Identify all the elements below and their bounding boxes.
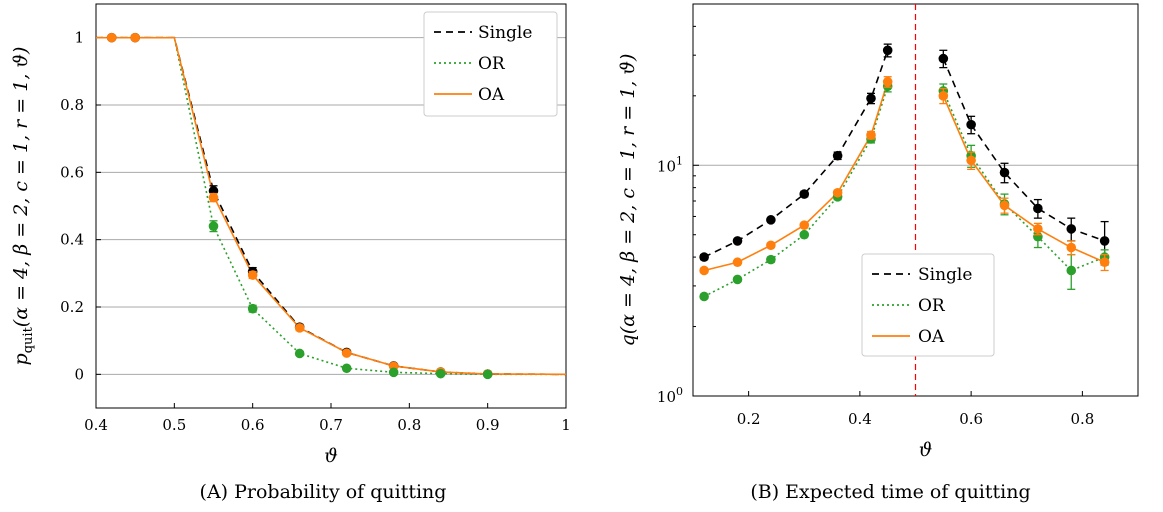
- point-oa: [866, 130, 876, 141]
- point-or: [732, 274, 743, 285]
- ytick-exponent: 0: [676, 385, 683, 398]
- legend-label-single: Single: [918, 265, 972, 285]
- point-single: [766, 215, 776, 225]
- xtick-label-a: 0.5: [162, 416, 186, 434]
- point-or: [388, 367, 399, 378]
- point-single: [732, 236, 743, 246]
- point-single: [1033, 203, 1043, 214]
- point-oa: [130, 32, 140, 43]
- point-oa: [247, 270, 258, 280]
- point-or: [799, 229, 810, 240]
- series-lines-a: [96, 36, 566, 376]
- ytick-label-a: 0.8: [60, 96, 84, 114]
- xlabel-a: ϑ: [324, 445, 338, 467]
- point-oa: [106, 32, 117, 43]
- point-or: [294, 348, 305, 359]
- ytick-label-a: 0.4: [60, 231, 84, 249]
- point-oa: [1033, 224, 1043, 234]
- xtick-label-a: 0.9: [476, 416, 500, 434]
- ylabel-a-main: p: [10, 353, 32, 365]
- point-oa: [966, 155, 976, 166]
- xlabel-b: ϑ: [919, 439, 933, 461]
- point-single: [799, 189, 810, 199]
- ylabel-b: q(α = 4, β = 2, c = 1, r = 1, ϑ): [617, 54, 639, 347]
- point-single: [699, 252, 709, 262]
- xtick-label-b: 0.6: [959, 410, 983, 428]
- caption-b: (B) Expected time of quitting: [750, 481, 1030, 503]
- xtick-label-a: 1: [561, 416, 571, 434]
- point-oa: [294, 323, 305, 333]
- legend-b: [861, 253, 995, 357]
- ylabel-a-rest: (α = 4, β = 2, c = 1, r = 1, ϑ): [10, 47, 32, 328]
- point-single: [938, 53, 949, 64]
- point-or: [482, 369, 493, 380]
- point-or: [1066, 265, 1077, 276]
- point-single: [1099, 236, 1110, 246]
- point-oa: [999, 200, 1010, 211]
- xtick-label-b: 0.8: [1070, 410, 1094, 428]
- legend-label-or: OR: [918, 296, 946, 316]
- legend-label-oa: OA: [478, 85, 505, 105]
- point-single: [1066, 224, 1077, 234]
- ytick-label-b: 101: [657, 154, 683, 175]
- series-line-or: [703, 86, 889, 298]
- xtick-label-a: 0.6: [241, 416, 265, 434]
- series-line-oa: [703, 81, 889, 272]
- point-oa: [341, 348, 352, 358]
- point-oa: [1099, 257, 1110, 268]
- ytick-base: 10: [657, 157, 676, 175]
- point-single: [866, 93, 876, 104]
- ytick-label-a: 0.2: [60, 298, 84, 316]
- point-or: [699, 291, 709, 302]
- legend-label-oa: OA: [918, 327, 945, 347]
- point-single: [966, 119, 976, 130]
- ytick-label-b: 100: [657, 385, 683, 406]
- point-single: [832, 150, 843, 161]
- ytick-label-a: 1: [74, 29, 84, 47]
- point-oa: [799, 220, 810, 230]
- point-oa: [882, 77, 893, 87]
- series-line-oa: [96, 36, 566, 376]
- xtick-label-b: 0.4: [848, 410, 872, 428]
- ylabel-a: pquit(α = 4, β = 2, c = 1, r = 1, ϑ): [10, 47, 36, 366]
- ytick-exponent: 1: [676, 154, 683, 167]
- point-oa: [832, 187, 843, 198]
- point-oa: [938, 91, 949, 101]
- xtick-label-a: 0.7: [319, 416, 343, 434]
- point-oa: [732, 257, 743, 268]
- ytick-base: 10: [657, 388, 676, 406]
- xtick-label-a: 0.4: [84, 416, 108, 434]
- xtick-label-a: 0.8: [397, 416, 421, 434]
- legend-a: [423, 11, 558, 117]
- ytick-label-a: 0.6: [60, 163, 84, 181]
- xtick-label-b: 0.2: [737, 410, 761, 428]
- point-oa: [208, 192, 219, 203]
- point-or: [435, 368, 446, 379]
- legend-label-or: OR: [478, 54, 506, 74]
- legend-label-single: Single: [478, 23, 532, 43]
- ylabel-a-sub: quit: [21, 326, 36, 353]
- point-oa: [699, 265, 709, 276]
- point-or: [766, 254, 776, 265]
- point-or: [247, 303, 258, 314]
- point-or: [208, 221, 219, 231]
- point-or: [341, 363, 352, 374]
- ytick-label-a: 0: [74, 365, 84, 383]
- caption-a: (A) Probability of quitting: [200, 481, 447, 503]
- point-single: [999, 167, 1010, 178]
- panel-a: 0.4 0.5 0.6 0.7 0.8 0.9 1 0 0.2 0.4 0.6 0.8 1 Single O…: [10, 3, 571, 503]
- series-line-or: [96, 36, 566, 376]
- series-line-oa: [942, 95, 1105, 263]
- series-line-single: [942, 58, 1105, 242]
- point-oa: [766, 240, 776, 251]
- point-single: [882, 45, 893, 56]
- point-oa: [1066, 242, 1077, 253]
